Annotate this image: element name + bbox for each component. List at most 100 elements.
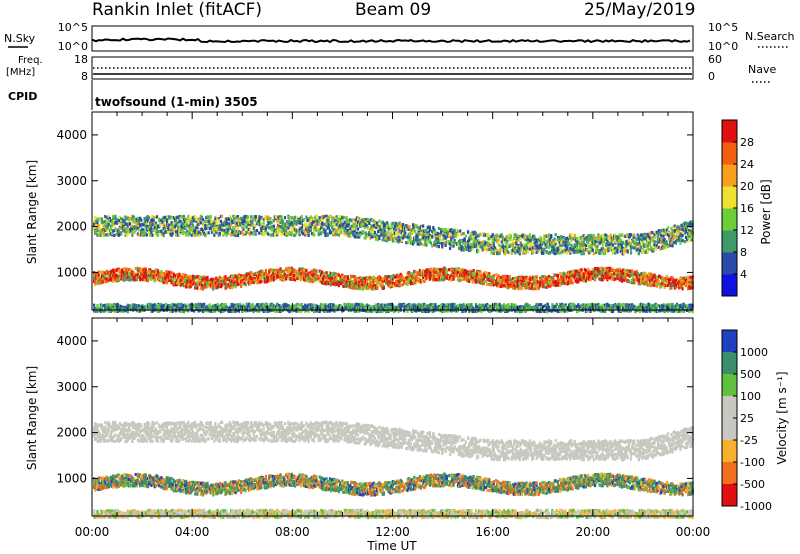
echo-cell xyxy=(280,215,283,219)
echo-cell xyxy=(465,247,469,251)
echo-cell xyxy=(222,277,225,281)
echo-cell xyxy=(517,250,520,254)
echo-cell xyxy=(158,277,161,281)
echo-cell xyxy=(240,218,243,222)
echo-cell xyxy=(689,222,692,226)
echo-cell xyxy=(561,279,564,283)
echo-cell xyxy=(283,272,287,276)
echo-cell xyxy=(98,276,101,280)
echo-cell xyxy=(609,233,612,237)
echo-cell xyxy=(358,280,361,284)
echo-cell xyxy=(285,229,288,233)
echo-cell xyxy=(345,216,348,220)
echo-cell xyxy=(479,271,482,275)
echo-cell xyxy=(199,287,202,291)
echo-cell xyxy=(507,234,510,238)
echo-cell xyxy=(177,226,180,230)
echo-cell xyxy=(531,237,534,241)
echo-cell xyxy=(550,234,553,238)
echo-cell xyxy=(492,241,495,245)
echo-cell xyxy=(611,243,615,247)
echo-cell xyxy=(545,245,548,249)
echo-cell xyxy=(206,231,209,235)
echo-cell xyxy=(113,217,116,221)
echo-cell xyxy=(234,282,237,286)
echo-cell xyxy=(113,233,116,237)
echo-cell xyxy=(269,268,272,272)
echo-cell xyxy=(212,278,215,282)
echo-cell xyxy=(308,279,311,283)
echo-cell xyxy=(572,250,575,255)
echo-cell xyxy=(509,278,512,282)
echo-cell xyxy=(359,233,362,237)
echo-cell xyxy=(347,232,351,236)
echo-cell xyxy=(112,215,115,219)
echo-cell xyxy=(444,267,447,271)
echo-cell xyxy=(565,272,568,276)
echo-cell xyxy=(178,233,181,237)
echo-cell xyxy=(570,243,573,247)
echo-cell xyxy=(113,220,116,224)
echo-cell xyxy=(508,276,511,280)
echo-cell xyxy=(197,278,200,283)
echo-cell xyxy=(674,241,677,245)
echo-cell xyxy=(166,220,169,224)
echo-cell xyxy=(400,224,403,228)
echo-cell xyxy=(190,276,193,280)
echo-cell xyxy=(235,215,238,219)
echo-cell xyxy=(431,234,434,238)
echo-cell xyxy=(342,280,345,284)
echo-cell xyxy=(626,242,629,246)
echo-cell xyxy=(244,283,247,287)
echo-cell xyxy=(208,227,211,231)
echo-cell xyxy=(453,240,456,244)
echo-cell xyxy=(189,279,192,283)
echo-cell xyxy=(260,269,263,273)
echo-cell xyxy=(260,228,263,232)
echo-cell xyxy=(185,231,188,235)
echo-cell xyxy=(515,243,518,247)
echo-cell xyxy=(519,275,522,279)
echo-cell xyxy=(344,282,347,286)
echo-cell xyxy=(139,267,142,271)
echo-cell xyxy=(467,242,470,246)
echo-cell xyxy=(154,278,157,282)
echo-cell xyxy=(478,239,481,243)
echo-cell xyxy=(300,226,303,230)
echo-cell xyxy=(560,275,563,279)
echo-cell xyxy=(250,217,253,221)
echo-cell xyxy=(214,280,217,285)
echo-cell xyxy=(538,239,542,243)
echo-cell xyxy=(231,275,234,280)
echo-cell xyxy=(308,218,311,222)
echo-cell xyxy=(99,278,102,282)
echo-cell xyxy=(351,280,354,284)
echo-cell xyxy=(194,230,197,234)
echo-cell xyxy=(619,238,622,242)
echo-cell xyxy=(122,222,125,226)
echo-cell xyxy=(471,235,474,239)
echo-cell xyxy=(124,271,127,275)
echo-cell xyxy=(162,226,165,230)
echo-cell xyxy=(354,235,357,239)
echo-cell xyxy=(208,280,211,284)
echo-cell xyxy=(558,278,561,282)
echo-cell xyxy=(469,269,472,273)
echo-cell xyxy=(507,286,510,290)
echo-cell xyxy=(616,246,619,250)
echo-cell xyxy=(180,282,183,287)
echo-cell xyxy=(187,233,190,237)
echo-cell xyxy=(623,248,626,252)
echo-cell xyxy=(564,244,567,248)
echo-cell xyxy=(230,223,233,227)
echo-cell xyxy=(310,222,314,226)
echo-cell xyxy=(546,242,549,247)
echo-cell xyxy=(682,230,685,234)
echo-cell xyxy=(346,228,349,233)
echo-cell xyxy=(360,224,363,228)
echo-cell xyxy=(428,226,431,230)
freq-panel-frame xyxy=(91,56,694,80)
echo-cell xyxy=(624,243,627,247)
echo-cell xyxy=(253,223,256,227)
echo-cell xyxy=(414,229,417,233)
